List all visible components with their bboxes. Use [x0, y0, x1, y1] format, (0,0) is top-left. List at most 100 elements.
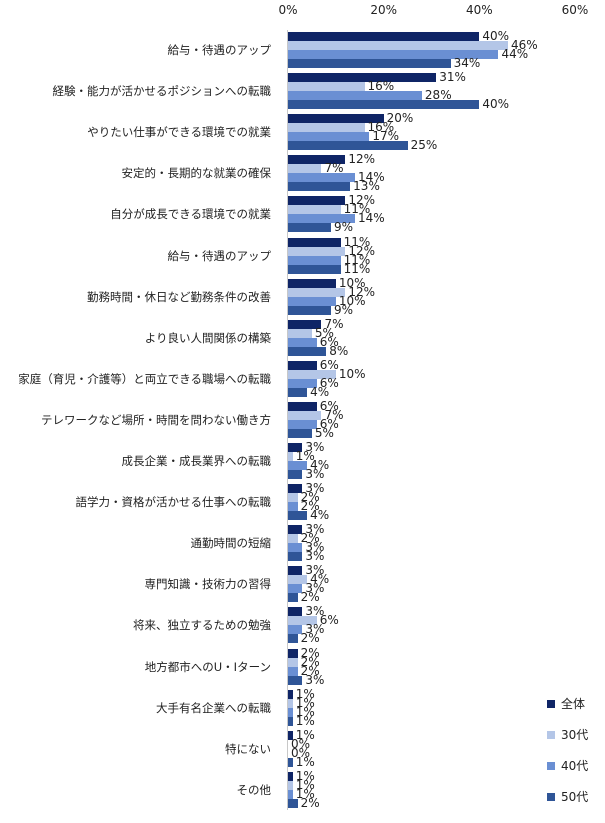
data-label: 7%: [324, 407, 344, 422]
data-label: 2%: [300, 654, 320, 669]
category-label: テレワークなど場所・時間を問わない働き方: [41, 412, 271, 427]
y-axis-line: [287, 30, 288, 810]
bar: [288, 634, 298, 644]
category-label: その他: [236, 782, 272, 797]
category-label: 専門知識・技術力の習得: [144, 577, 272, 592]
data-label: 10%: [338, 275, 366, 290]
bar: [288, 552, 303, 562]
bar: [288, 461, 308, 470]
x-tick-label: 60%: [561, 3, 589, 17]
data-label: 3%: [305, 481, 325, 496]
bar: [288, 287, 346, 297]
bar: [288, 378, 317, 388]
category-label: 通勤時間の短縮: [190, 536, 272, 551]
legend-swatch-icon: [547, 761, 555, 770]
bar: [288, 246, 346, 256]
bar: [288, 100, 480, 110]
bar: [288, 401, 317, 411]
data-label: 20%: [386, 111, 414, 126]
bar: [288, 369, 336, 379]
data-label: 5%: [314, 425, 334, 440]
category-label: 特にない: [225, 741, 271, 756]
legend-item: 50代: [547, 788, 588, 805]
data-label: 2%: [300, 590, 320, 605]
data-label: 12%: [348, 152, 376, 167]
data-label: 11%: [343, 261, 371, 276]
data-label: 2%: [300, 631, 320, 646]
bar: [288, 387, 308, 397]
data-label: 1%: [295, 777, 315, 792]
bar: [288, 32, 480, 41]
bar: [288, 757, 293, 767]
data-label: 2%: [300, 645, 320, 660]
category-label: 大手有名企業への転職: [156, 700, 271, 715]
data-label: 6%: [319, 613, 339, 628]
bar: [288, 319, 322, 329]
data-label: 6%: [319, 398, 339, 413]
data-label: 46%: [511, 38, 538, 52]
bar: [288, 428, 312, 438]
bar: [288, 657, 298, 667]
bar: [288, 264, 341, 274]
bar: [288, 91, 422, 101]
bar: [288, 123, 365, 133]
data-label: 17%: [372, 129, 399, 144]
data-label: 6%: [319, 375, 339, 390]
data-label: 40%: [482, 97, 509, 112]
bar: [288, 543, 303, 553]
data-label: 3%: [305, 540, 325, 555]
bar: [288, 675, 303, 685]
data-label: 12%: [348, 284, 376, 299]
data-label: 1%: [295, 695, 315, 710]
bar: [288, 607, 303, 617]
data-label: 8%: [329, 343, 349, 358]
bar: [288, 566, 303, 576]
bar: [288, 525, 303, 535]
bar: [288, 648, 298, 658]
data-label: 1%: [295, 686, 315, 701]
data-label: 12%: [348, 243, 376, 258]
category-label: 経験・能力が活かせるポジションへの転職: [52, 84, 272, 99]
data-label: 3%: [305, 467, 325, 481]
bar: [288, 689, 293, 699]
legend-label: 50代: [561, 790, 589, 804]
bar: [288, 50, 499, 59]
data-label: 31%: [439, 70, 466, 85]
data-label: 9%: [334, 302, 354, 317]
data-label: 5%: [314, 325, 334, 340]
category-label: 家庭（育児・介護等）と両立できる職場への転職: [18, 371, 271, 386]
category-label: 給与・待遇のアップ: [167, 43, 272, 57]
bar: [288, 328, 312, 338]
bar: [288, 173, 355, 183]
data-label: 2%: [300, 490, 320, 505]
bar: [288, 771, 293, 781]
data-label: 1%: [295, 754, 315, 769]
x-tick-label: 40%: [465, 3, 493, 17]
bar: [288, 278, 336, 288]
data-label: 3%: [305, 549, 325, 564]
bar: [288, 584, 303, 594]
data-label: 16%: [367, 79, 395, 94]
bar: [288, 716, 293, 726]
bar: [288, 419, 317, 429]
category-label: 地方都市へのU・Iターン: [144, 659, 271, 674]
legend-item: 40代: [547, 757, 588, 774]
bar: [288, 205, 341, 215]
data-label: 1%: [295, 786, 315, 801]
bar: [288, 534, 298, 544]
data-label: 6%: [319, 416, 339, 431]
legend-swatch-icon: [547, 730, 555, 739]
data-label: 10%: [338, 366, 366, 381]
bar: [288, 73, 437, 83]
data-label: 3%: [305, 522, 325, 537]
data-label: 4%: [310, 508, 330, 523]
bar: [288, 625, 303, 635]
bar: [288, 452, 293, 461]
data-label: 14%: [357, 170, 385, 185]
data-label: 2%: [300, 531, 320, 546]
bar: [288, 780, 293, 790]
data-label: 6%: [319, 357, 339, 372]
bar: [288, 59, 451, 68]
data-label: 12%: [348, 193, 376, 208]
